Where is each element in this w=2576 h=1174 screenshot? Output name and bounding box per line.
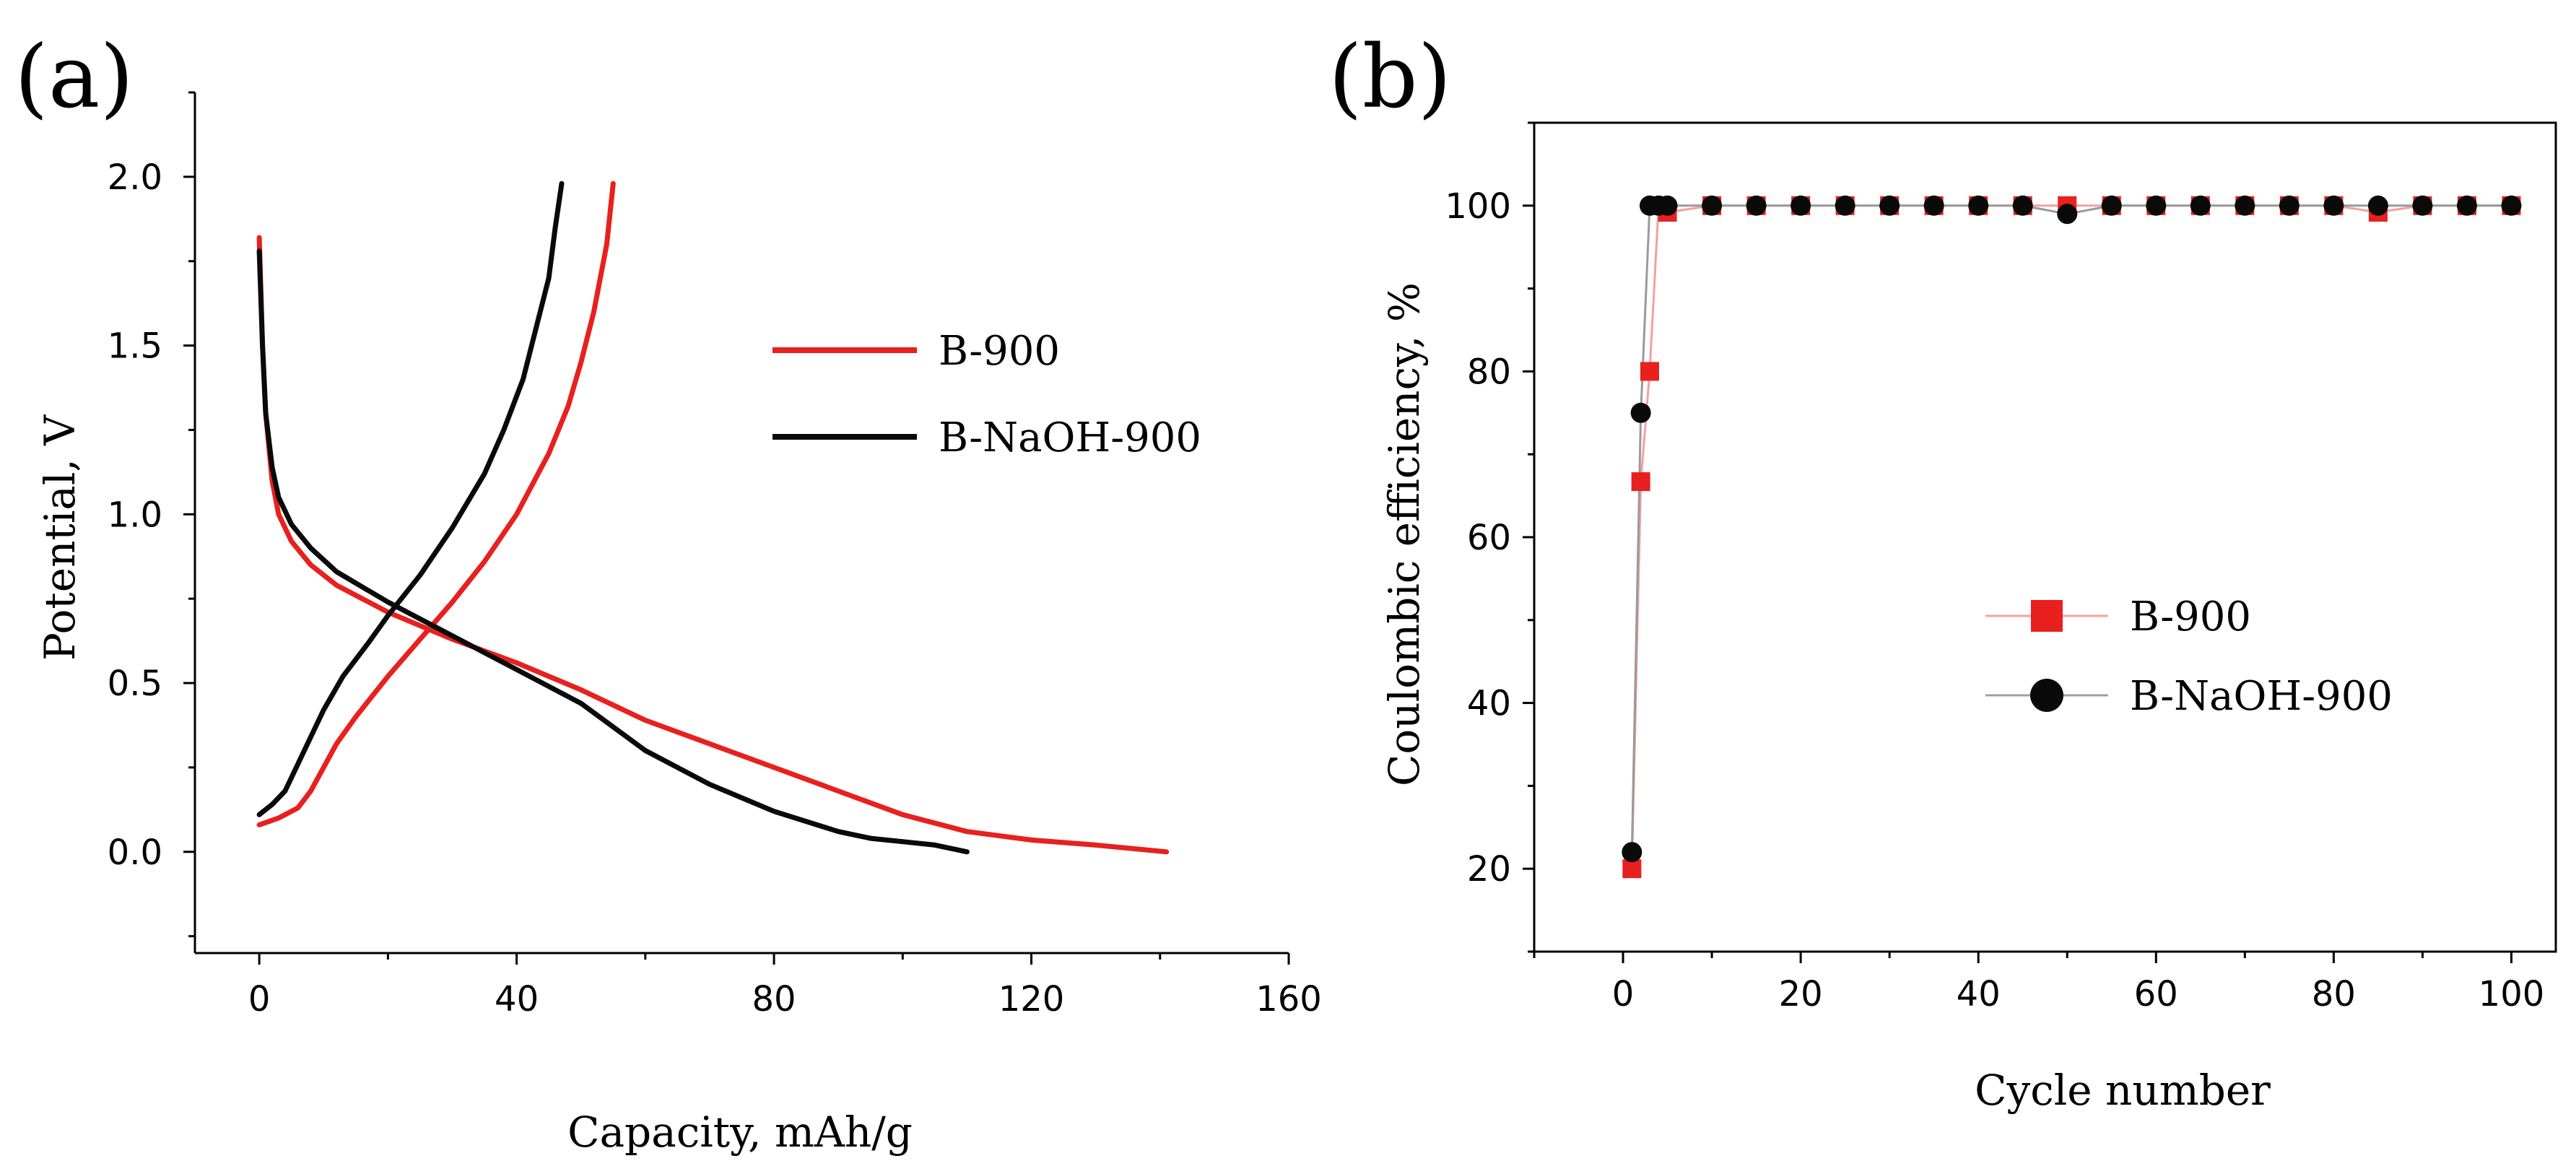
panel-b-bnaoh900-point (1835, 195, 1855, 216)
panel-a-x-tick-label: 160 (1256, 979, 1322, 1019)
panel-b-bnaoh900-point (1923, 195, 1944, 216)
panel-b-bnaoh900-line (1630, 204, 2512, 853)
panel-a-y-tick-label: 1.5 (108, 326, 162, 367)
panel-b-b900-point (1640, 362, 1659, 381)
panel-b-label: (b) (1328, 27, 1451, 128)
panel-a-legend-label-b900: B-900 (939, 328, 1060, 375)
panel-b-x-axis-title: Cycle number (1975, 1066, 2271, 1115)
panel-b-bnaoh900-point (2501, 195, 2522, 216)
panel-b-x-tick-label: 60 (2134, 974, 2178, 1014)
panel-b-plot-frame (1533, 121, 2557, 953)
panel-a-bnaoh900-charge-curve (256, 181, 565, 817)
panel-b-y-tick-label: 100 (1445, 186, 1511, 227)
panel-b-x-tick-label: 0 (1612, 974, 1635, 1014)
panel-b-bnaoh900-point (1790, 195, 1811, 216)
panel-b-bnaoh900-point (2235, 195, 2255, 216)
panel-b-bnaoh900-point (2057, 204, 2078, 225)
panel-a-x-axis-title: Capacity, mAh/g (567, 1108, 913, 1157)
panel-b-x-tick-label: 20 (1779, 974, 1823, 1014)
panel-b-bnaoh900-point (1746, 195, 1767, 216)
panel-b-bnaoh900-point (2101, 195, 2122, 216)
panel-b-bnaoh900-point (2323, 195, 2344, 216)
panel-b-bnaoh900-point (2279, 195, 2299, 216)
panel-b-ticks: 0 20 40 60 80 100 20 40 60 80 100 (1445, 121, 2545, 1014)
panel-a: (a) Potential, V Capacity, mAh/g 0 40 80 12… (14, 27, 1322, 1157)
panel-b-bnaoh900-point (2412, 195, 2433, 216)
panel-a-y-tick-label: 0.0 (108, 832, 162, 873)
panel-b-series (1622, 195, 2522, 879)
panel-a-y-tick-label: 2.0 (108, 157, 162, 198)
panel-b-axes (1533, 121, 2557, 953)
panel-a-legend-label-bnaoh900: B-NaOH-900 (939, 414, 1201, 461)
panel-a-bnaoh900-discharge-curve (256, 248, 970, 855)
panel-b-bnaoh900-point (1622, 842, 1642, 863)
panel-b-x-tick-label: 100 (2479, 974, 2545, 1014)
panel-b-bnaoh900-point (2190, 195, 2211, 216)
panel-a-x-tick-label: 80 (752, 979, 796, 1019)
panel-a-x-tick-label: 40 (495, 979, 539, 1019)
panel-b-legend: B-900 B-NaOH-900 (1985, 593, 2393, 720)
panel-b-legend-marker-b900 (2031, 600, 2063, 632)
panel-b-y-axis-title: Coulombic efficiency, % (1380, 282, 1429, 786)
panel-b-bnaoh900-point (1968, 195, 1989, 216)
panel-a-y-tick-label: 0.5 (108, 664, 162, 704)
panel-a-legend: B-900 B-NaOH-900 (773, 328, 1201, 461)
panel-b-bnaoh900-point (2012, 195, 2033, 216)
panel-b-bnaoh900-point (2367, 195, 2388, 216)
panel-a-x-tick-label: 120 (998, 979, 1065, 1019)
panel-b-bnaoh900-point (2456, 195, 2477, 216)
panel-b-bnaoh900-point (1657, 195, 1678, 216)
panel-b: (b) Coulombic efficiency, % Cycle number… (1328, 27, 2557, 1115)
panel-a-label: (a) (14, 27, 134, 128)
panel-b-x-tick-label: 80 (2312, 974, 2356, 1014)
panel-b-y-tick-label: 40 (1467, 684, 1511, 724)
panel-a-b900-charge-curve (256, 181, 616, 827)
panel-b-legend-label-bnaoh900: B-NaOH-900 (2130, 673, 2393, 720)
panel-b-y-tick-label: 80 (1467, 352, 1511, 392)
panel-a-b900-discharge-curve (256, 235, 1170, 855)
panel-a-y-tick-label: 1.0 (108, 495, 162, 535)
panel-a-ticks: 0 40 80 120 160 0.0 0.5 1.0 1.5 2.0 (108, 91, 1322, 1019)
panel-b-b900-point (1631, 472, 1650, 492)
panel-b-legend-label-b900: B-900 (2130, 593, 2251, 640)
panel-a-x-tick-label: 0 (248, 979, 271, 1019)
panel-b-bnaoh900-point (2146, 195, 2167, 216)
panel-a-axes (193, 92, 1289, 955)
panel-b-b900-point (1622, 859, 1642, 879)
panel-b-bnaoh900-point (1879, 195, 1900, 216)
panel-a-y-axis-title: Potential, V (35, 414, 84, 661)
panel-b-y-tick-label: 60 (1467, 518, 1511, 558)
panel-b-bnaoh900-point (1630, 402, 1651, 423)
panel-a-series (256, 181, 1170, 855)
panel-b-b900-line (1630, 203, 2512, 869)
panel-b-y-tick-label: 20 (1467, 849, 1511, 890)
panel-b-x-tick-label: 40 (1957, 974, 2001, 1014)
panel-b-legend-marker-bnaoh900 (2030, 679, 2063, 712)
panel-b-bnaoh900-point (1702, 195, 1723, 216)
